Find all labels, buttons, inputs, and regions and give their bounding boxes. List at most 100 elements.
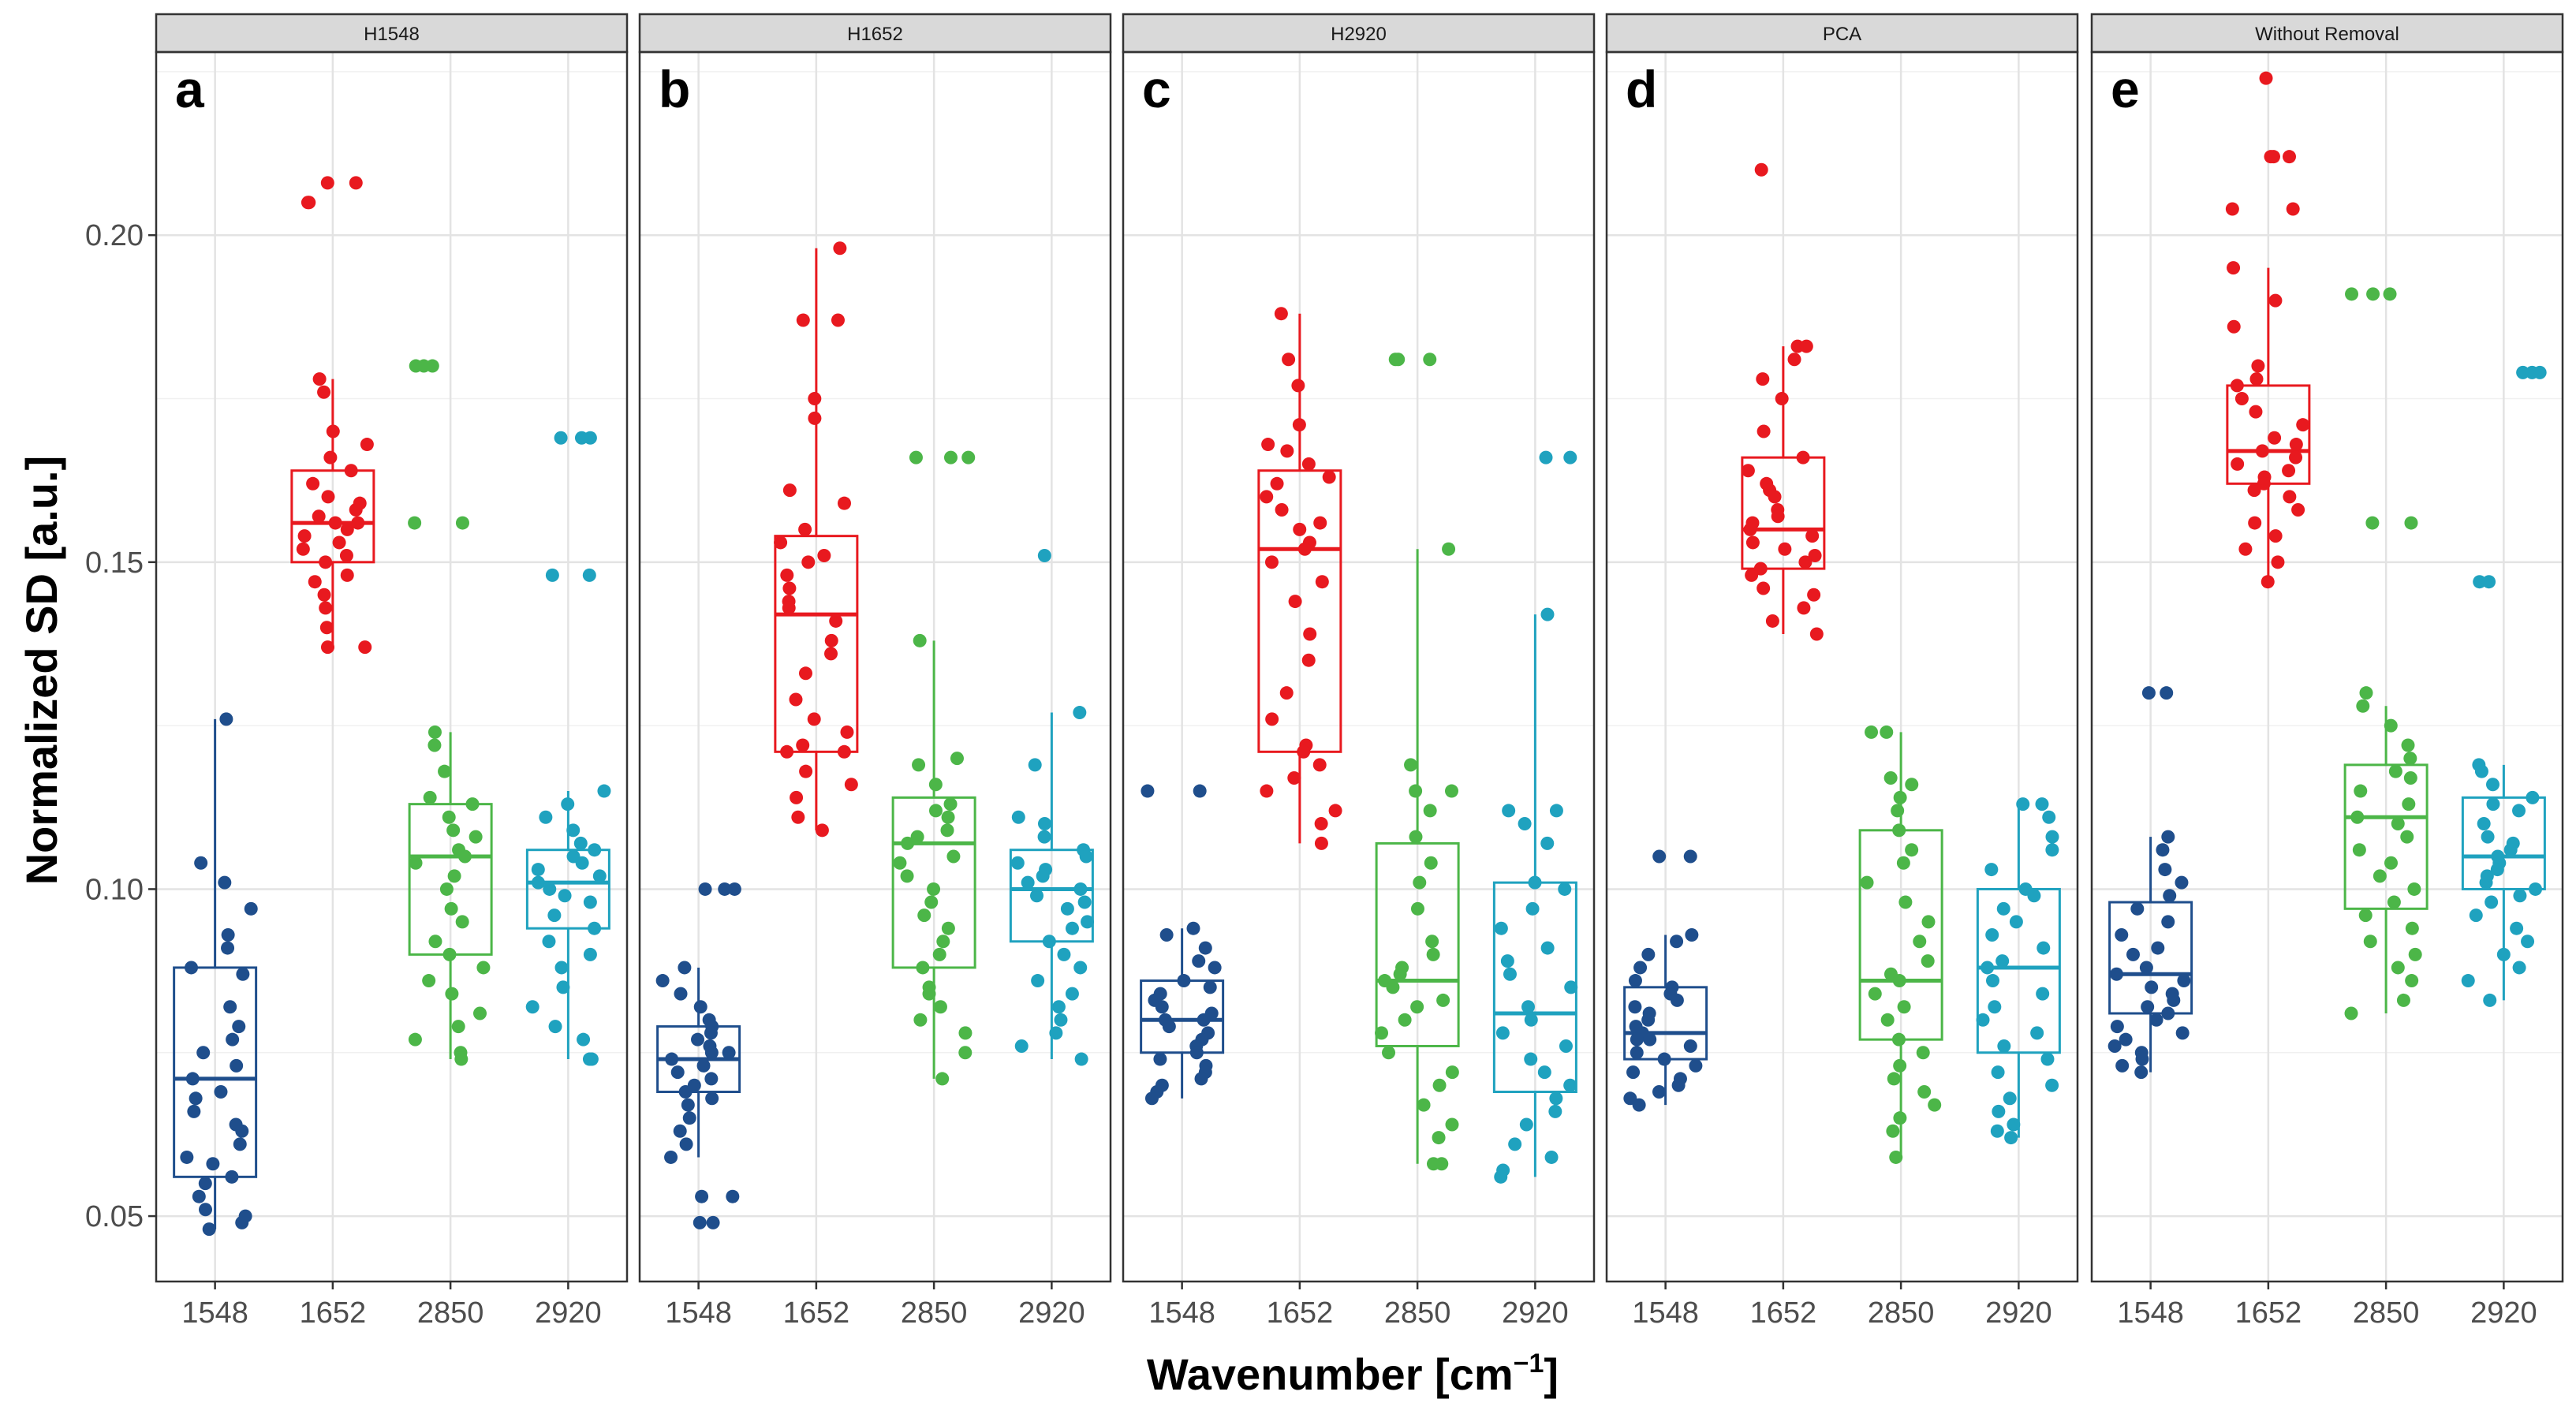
data-point	[2482, 575, 2496, 589]
data-point	[1916, 1046, 1930, 1060]
data-point	[1563, 1078, 1577, 1092]
data-point	[1630, 1032, 1644, 1047]
data-point	[815, 823, 829, 838]
data-point	[1787, 353, 1801, 367]
data-point	[1502, 804, 1516, 818]
group-1548	[2107, 686, 2193, 1080]
data-point	[574, 431, 588, 445]
data-point	[1928, 1098, 1942, 1112]
data-point	[2384, 856, 2399, 870]
data-point	[2249, 405, 2263, 419]
data-point	[531, 875, 545, 890]
x-tick-label: 2850	[1384, 1296, 1451, 1330]
group-1548	[1140, 784, 1225, 1106]
data-point	[554, 431, 568, 445]
group-2920	[1976, 797, 2061, 1145]
panel-letter: d	[1626, 60, 1657, 118]
data-point	[2286, 202, 2300, 216]
data-point	[1049, 1026, 1063, 1040]
data-point	[2175, 875, 2189, 890]
group-1548	[173, 712, 258, 1237]
data-point	[2403, 752, 2417, 766]
data-point	[718, 882, 732, 896]
data-point	[1432, 1131, 1446, 1145]
data-point	[901, 836, 915, 850]
data-point	[2045, 1078, 2059, 1092]
data-point	[360, 438, 374, 452]
data-point	[2130, 901, 2145, 916]
data-point	[1913, 935, 1927, 949]
data-point	[808, 392, 822, 406]
data-point	[1771, 509, 1785, 524]
data-point	[958, 1046, 973, 1060]
data-point	[1626, 1065, 1641, 1080]
data-point	[1270, 476, 1284, 491]
data-point	[1641, 1013, 1656, 1027]
strip-label: H1652	[847, 24, 903, 45]
data-point	[1081, 915, 1095, 929]
data-point	[1282, 353, 1296, 367]
data-point	[323, 450, 338, 464]
data-point	[577, 1032, 591, 1047]
data-point	[351, 516, 365, 530]
data-point	[2141, 686, 2156, 700]
data-point	[655, 974, 670, 988]
data-point	[525, 1000, 539, 1014]
data-point	[2027, 889, 2041, 903]
data-point	[185, 1072, 200, 1086]
data-point	[1991, 1065, 2005, 1080]
data-point	[442, 947, 457, 961]
data-point	[924, 895, 939, 909]
data-point	[187, 1104, 201, 1118]
data-point	[2249, 372, 2264, 386]
panel-background	[2092, 52, 2563, 1282]
data-point	[1494, 921, 1508, 935]
data-point	[1880, 1013, 1895, 1027]
data-point	[2469, 908, 2483, 923]
data-point	[447, 869, 461, 883]
data-point	[1424, 856, 1438, 870]
data-point	[2119, 1032, 2133, 1047]
data-point	[1287, 770, 1301, 785]
data-point	[1549, 1091, 1563, 1106]
data-point	[1689, 1058, 1703, 1073]
data-point	[445, 987, 459, 1001]
data-point	[726, 1189, 740, 1203]
data-point	[427, 738, 442, 752]
data-point	[943, 797, 958, 811]
data-point	[1778, 542, 1792, 556]
data-point	[1548, 1104, 1562, 1118]
data-point	[1314, 817, 1328, 831]
data-point	[2227, 319, 2241, 334]
data-point	[409, 856, 423, 870]
data-point	[1398, 1013, 1412, 1027]
group-2850	[1375, 353, 1460, 1171]
x-tick-label: 2920	[1018, 1296, 1085, 1330]
data-point	[198, 1177, 212, 1191]
data-point	[1540, 941, 1555, 955]
data-point	[2110, 1020, 2124, 1034]
data-point	[691, 1032, 705, 1047]
data-point	[1065, 921, 1079, 935]
data-point	[1410, 1000, 1424, 1014]
data-point	[2359, 686, 2373, 700]
data-point	[2163, 889, 2177, 903]
data-point	[693, 1215, 707, 1229]
data-point	[1074, 1052, 1088, 1066]
data-point	[790, 790, 804, 804]
data-point	[2282, 464, 2296, 478]
data-point	[1917, 1085, 1932, 1099]
data-point	[1754, 162, 1768, 177]
x-axis-title: Wavenumber [cm−1]	[1147, 1349, 1559, 1399]
data-point	[1073, 706, 1087, 720]
data-point	[2264, 150, 2278, 164]
data-point	[1445, 1117, 1459, 1132]
data-point	[547, 908, 562, 923]
data-point	[837, 496, 851, 510]
data-point	[1996, 901, 2010, 916]
data-point	[2225, 202, 2239, 216]
data-point	[927, 882, 941, 896]
data-point	[444, 901, 458, 916]
panels-layer: H1548 a 1548 1652 2850 2920 H1652 b 1548 1652 2850…	[155, 13, 2564, 1330]
data-point	[1051, 1000, 1066, 1014]
